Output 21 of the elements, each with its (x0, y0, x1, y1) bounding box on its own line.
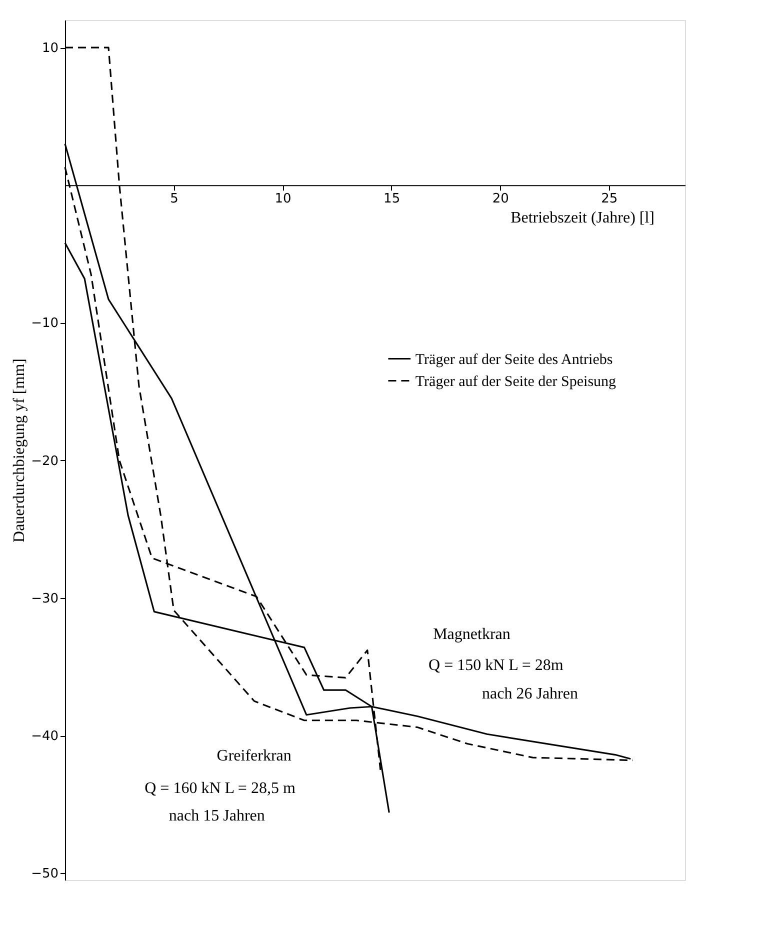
y-tick-label: −40 (31, 729, 58, 744)
x-tick-label: 15 (384, 192, 400, 207)
annotation: Q = 160 kN L = 28,5 m (144, 780, 296, 797)
y-axis-title: Dauerdurchbiegung yf [mm] (11, 358, 28, 542)
annotation: nach 26 Jahren (482, 685, 578, 702)
y-tick-label: −50 (31, 866, 58, 882)
annotation: Greiferkran (216, 747, 292, 764)
x-tick-label: 20 (492, 192, 509, 207)
x-axis-title: Betriebszeit (Jahre) [l] (510, 210, 654, 227)
annotation: nach 15 Jahren (168, 808, 265, 824)
annotation: Magnetkran (433, 626, 510, 644)
y-tick-label: −30 (31, 591, 58, 606)
x-tick-label: 5 (170, 192, 178, 207)
annotation: Q = 150 kN L = 28m (428, 657, 564, 674)
y-tick-label: 10 (42, 41, 58, 56)
legend-label: Träger auf der Seite des Antriebs (415, 352, 613, 368)
x-tick-label: 25 (601, 192, 618, 207)
y-tick-label: −20 (31, 454, 58, 469)
legend-label: Träger auf der Seite der Speisung (415, 374, 617, 390)
y-tick-label: −10 (31, 316, 58, 332)
x-tick-label: 10 (274, 192, 292, 207)
